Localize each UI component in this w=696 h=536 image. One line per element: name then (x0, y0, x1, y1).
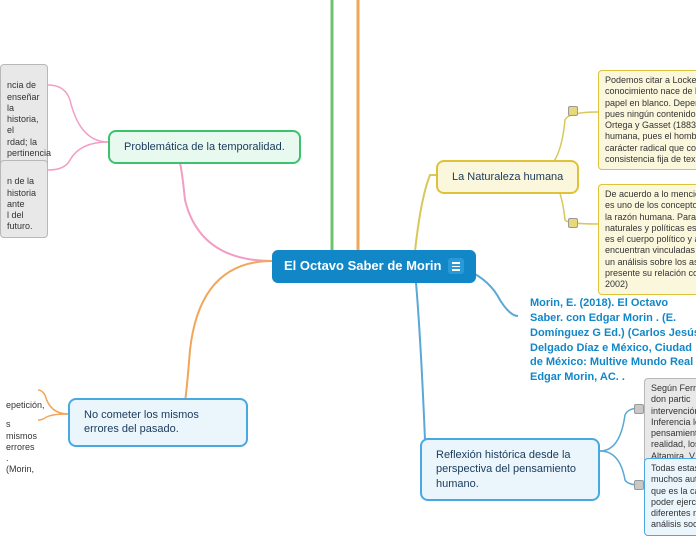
dot-reflexion-1 (634, 404, 644, 414)
branch-reflexion-label: Reflexión histórica desde la perspectiva… (436, 449, 576, 490)
branch-reflexion[interactable]: Reflexión histórica desde la perspectiva… (420, 438, 600, 501)
leaf-errores-2: s mismos errores . (Morin, (0, 404, 38, 480)
center-label: El Octavo Saber de Morin (284, 258, 442, 275)
branch-errores-label: No cometer los mismos errores del pasado… (84, 409, 199, 435)
center-node[interactable]: El Octavo Saber de Morin (272, 250, 476, 283)
branch-naturaleza[interactable]: La Naturaleza humana (436, 160, 579, 194)
branch-naturaleza-label: La Naturaleza humana (452, 171, 563, 183)
leaf-naturaleza-1: Podemos citar a Locke: conocimiento nace… (598, 70, 696, 170)
menu-icon[interactable] (448, 258, 464, 274)
leaf-reflexion-1: Según Ferna un don partic intervención I… (644, 378, 696, 467)
leaf-problematica-2: n de la historia ante l del futuro. (0, 160, 48, 238)
branch-problematica[interactable]: Problemática de la temporalidad. (108, 130, 301, 164)
leaf-naturaleza-2: De acuerdo a lo menciona es uno de los c… (598, 184, 696, 295)
leaf-reflexion-2: Todas estas muchos auto que es la cap po… (644, 458, 696, 536)
dot-naturaleza-2 (568, 218, 578, 228)
branch-errores[interactable]: No cometer los mismos errores del pasado… (68, 398, 248, 447)
reference-node: Morin, E. (2018). El Octavo Saber. con E… (520, 290, 696, 391)
dot-naturaleza-1 (568, 106, 578, 116)
dot-reflexion-2 (634, 480, 644, 490)
branch-problematica-label: Problemática de la temporalidad. (124, 141, 285, 153)
